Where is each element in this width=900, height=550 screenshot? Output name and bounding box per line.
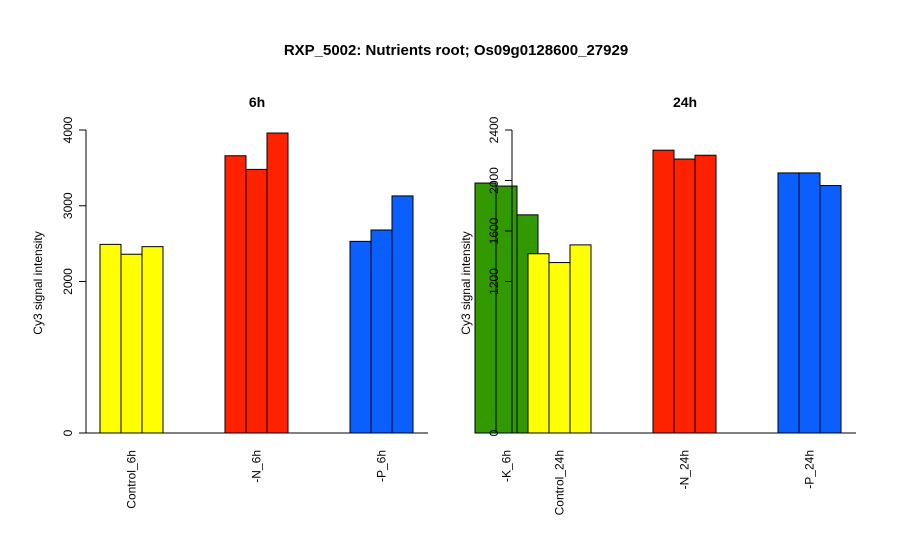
bar--N_6h-rep2 [245,168,268,434]
y-tick-label: 3000 [61,192,75,219]
panel-24h: 24hControl_24h-N_24h-P_24h-K_24h01200160… [459,94,856,515]
y-tick-label: 1600 [487,217,501,244]
panel-title: 6h [249,94,265,110]
x-tick-label: -P_24h [803,450,817,489]
panel-title: 24h [673,94,697,110]
y-tick-label: 2000 [487,167,501,194]
x-tick-label: -N_24h [678,450,692,489]
bar--N_24h-rep2 [673,158,696,434]
y-tick-label: 1200 [487,268,501,295]
x-tick-label: Control_6h [125,450,139,509]
bar--P_24h-rep1 [777,172,800,434]
bar-Control_6h-rep1 [99,243,122,434]
x-tick-label: -P_6h [375,450,389,482]
y-axis-label: Cy3 signal intensity [31,231,45,334]
bar-Control_6h-rep2 [120,253,143,434]
bar-Control_24h-rep2 [548,262,571,434]
y-tick-label: 0 [487,429,501,436]
bar--P_6h-rep1 [349,240,372,434]
y-axis-label: Cy3 signal intensity [459,231,473,334]
x-tick-label: -K_6h [500,450,514,482]
bar-Control_24h-rep1 [527,253,550,434]
bar--P_24h-rep3 [819,185,842,434]
bar--P_24h-rep2 [798,172,821,434]
bar--N_6h-rep1 [224,155,247,434]
bar--P_6h-rep3 [391,195,414,434]
bar-Control_6h-rep3 [141,246,164,434]
bar--N_24h-rep1 [652,149,675,434]
x-tick-label: Control_24h [553,450,567,515]
figure-title: RXP_5002: Nutrients root; Os09g0128600_2… [284,42,628,59]
y-tick-label: 4000 [61,116,75,143]
panel-6h: 6h Control_6h -N_6h -P_6h -K_6h 0 2000 3000 4000… [31,94,539,509]
bar--N_6h-rep3 [266,132,289,434]
bar-Control_24h-rep3 [569,244,592,434]
y-tick-label: 2400 [487,116,501,143]
y-tick-label: 2000 [61,268,75,295]
x-tick-label: -N_6h [250,450,264,483]
bar--P_6h-rep2 [370,229,393,434]
y-tick-label: 0 [61,429,75,436]
bar--N_24h-rep3 [694,154,717,434]
